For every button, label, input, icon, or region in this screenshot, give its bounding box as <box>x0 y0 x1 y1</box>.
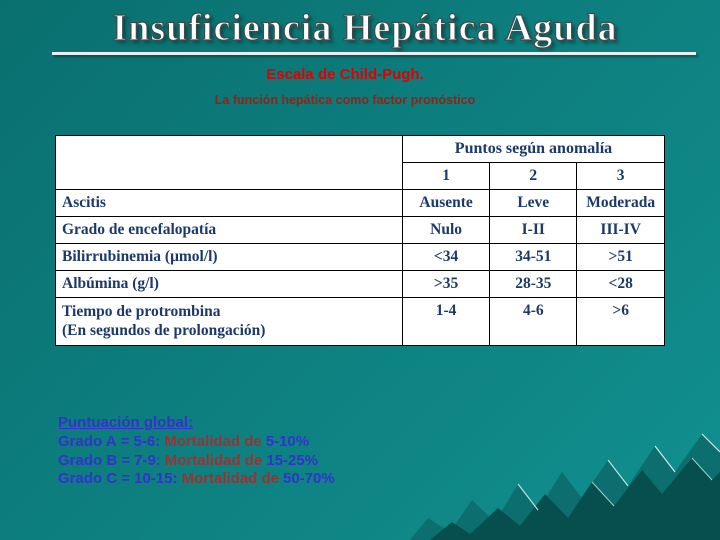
slide-subsubtitle: La función hepática como factor pronósti… <box>214 93 476 107</box>
slide-title: Insuficiencia Hepática Aguda <box>112 6 618 49</box>
grade-a-line: Grado A = 5-6: Mortalidad de 5-10% <box>58 433 478 452</box>
row-value: <28 <box>576 270 665 298</box>
grade-c-line: Grado C = 10-15: Mortalidad de 50-70% <box>58 470 478 489</box>
child-pugh-table: Puntos según anomalía 1 2 3 Ascitis Ause… <box>55 135 666 346</box>
score-header-2: 2 <box>489 162 578 190</box>
row-value: >35 <box>401 270 491 298</box>
score-header-row: 1 2 3 <box>56 162 665 190</box>
mortality-label: Mortalidad de <box>164 451 263 469</box>
table-row-protrombina: Tiempo de protrombina (En segundos de pr… <box>55 297 665 346</box>
title-block: Insuficiencia Hepática Aguda <box>50 6 680 50</box>
row-value: 4-6 <box>489 297 578 346</box>
row-label: Bilirrubinemia (μmol/l) <box>55 243 403 271</box>
row-label-line2: (En segundos de prolongación) <box>62 322 266 340</box>
row-value: I-II <box>489 216 578 244</box>
table-row-ascitis: Ascitis Ausente Leve Moderada <box>55 189 665 217</box>
row-value: >6 <box>576 297 665 346</box>
slide-subtitle: Escala de Child-Pugh. <box>266 66 424 83</box>
row-value: 34-51 <box>489 243 578 271</box>
row-value: 1-4 <box>401 297 491 346</box>
mortality-pct: 15-25% <box>266 451 319 469</box>
score-header-1: 1 <box>401 162 491 190</box>
row-value: III-IV <box>576 216 665 244</box>
row-value: >51 <box>576 243 665 271</box>
row-label: Grado de encefalopatía <box>55 216 403 244</box>
table-row-bilirrubinemia: Bilirrubinemia (μmol/l) <34 34-51 >51 <box>55 243 665 271</box>
table-row-encefalopatia: Grado de encefalopatía Nulo I-II III-IV <box>55 216 665 244</box>
title-underline <box>52 52 696 55</box>
grade-label: Grado C <box>58 470 118 488</box>
row-value: Nulo <box>401 216 491 244</box>
grade-b-line: Grado B = 7-9: Mortalidad de 15-25% <box>58 452 478 471</box>
grade-score: = 5-6: <box>120 432 161 450</box>
row-value: Ausente <box>401 189 491 217</box>
row-value: 28-35 <box>489 270 578 298</box>
mortality-pct: 50-70% <box>283 470 335 488</box>
grade-score: = 10-15: <box>121 470 178 488</box>
mortality-label: Mortalidad de <box>164 432 262 450</box>
score-header-3: 3 <box>576 162 665 190</box>
row-label: Ascitis <box>55 189 403 217</box>
grade-score: = 7-9: <box>121 451 161 469</box>
row-value: Leve <box>489 189 578 217</box>
row-value: Moderada <box>576 189 665 217</box>
table-header-row: Puntos según anomalía <box>55 135 666 190</box>
global-score-block: Puntuación global: Grado A = 5-6: Mortalid… <box>58 414 478 489</box>
row-label: Tiempo de protrombina (En segundos de pr… <box>55 297 403 346</box>
table-corner-cell <box>55 135 403 190</box>
grade-label: Grado A <box>58 432 117 450</box>
row-label-line1: Tiempo de protrombina <box>62 303 221 320</box>
points-header: Puntos según anomalía <box>401 135 666 163</box>
mortality-label: Mortalidad de <box>181 470 279 488</box>
grade-label: Grado B <box>58 451 118 469</box>
mortality-pct: 5-10% <box>265 432 310 450</box>
table-row-albumina: Albúmina (g/l) >35 28-35 <28 <box>55 270 665 298</box>
row-value: <34 <box>401 243 491 271</box>
row-label: Albúmina (g/l) <box>55 270 403 298</box>
global-score-heading: Puntuación global: <box>58 414 193 431</box>
